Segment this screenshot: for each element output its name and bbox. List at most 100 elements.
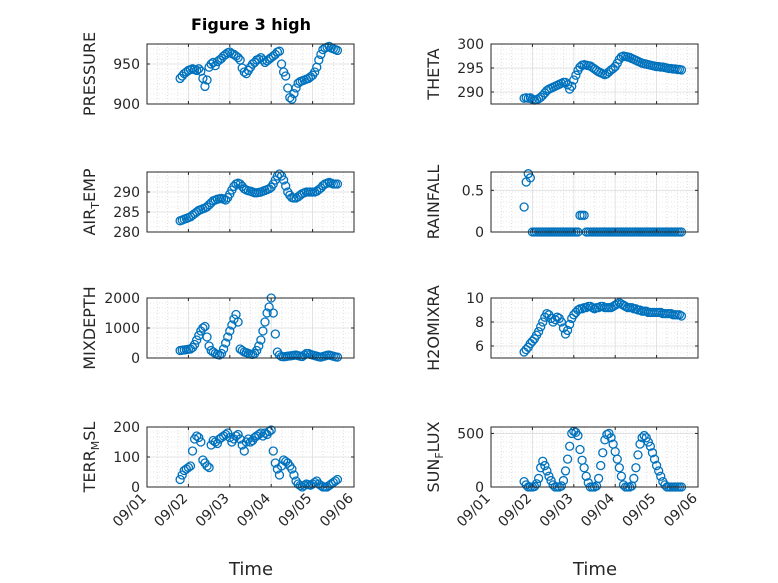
data-point [187,446,198,456]
data-point [612,299,622,309]
y-tick-label: 2000 [104,291,140,307]
data-point [596,460,606,471]
data-point [637,433,647,443]
y-axis-label: AIRTEMP [80,168,102,235]
data-point [223,332,233,342]
data-point [183,462,194,473]
y-tick-label: 950 [113,57,140,73]
data-point [287,464,297,474]
axes-box [490,426,699,488]
data-point [639,430,649,441]
data-point [538,317,548,327]
data-point [606,433,616,443]
data-point [196,437,206,447]
y-axis-label: THETA [424,48,443,100]
data-point [562,325,573,336]
data-point [274,470,285,480]
data-point [192,335,202,345]
data-point [550,314,560,325]
data-series [175,41,343,104]
data-point [577,304,587,314]
data-point [649,454,660,464]
data-point [604,428,614,439]
data-point [310,67,320,77]
y-tick-label: 290 [113,185,140,201]
data-point [330,476,341,486]
data-series [175,425,343,492]
data-point [194,432,204,443]
data-point [233,52,243,63]
data-point [266,425,276,435]
data-point [581,471,591,481]
y-tick-label: 0 [131,351,140,367]
data-point [268,308,278,318]
data-series [519,298,687,357]
y-tick-label: 300 [457,37,484,53]
data-point [525,173,535,183]
y-tick-label: 900 [113,97,140,113]
data-point [268,446,278,456]
subplot-1: 900 950 PRESSURE [80,32,355,116]
data-point [206,59,216,69]
y-tick-label: 8 [475,315,484,331]
data-point [291,83,301,93]
chart-title: Figure 3 high [191,15,311,34]
subplot-3: 280 285 290 AIRTEMP [80,168,355,241]
data-point [239,446,249,456]
data-series [519,51,687,105]
data-series [175,169,343,226]
y-tick-label: 0 [131,480,140,496]
data-point [565,441,575,451]
axes-box [146,43,355,105]
y-tick-label: 0 [475,480,484,496]
data-point [258,55,268,65]
data-point [651,460,662,471]
y-tick-label: 6 [475,339,484,355]
y-tick-label: 100 [113,450,140,466]
data-point [629,473,639,484]
y-tick-label: 280 [113,225,140,241]
data-point [314,55,324,65]
data-point [573,305,583,315]
data-point [289,470,299,480]
data-point [316,49,326,60]
y-axis-label: MIXDEPTH [80,286,99,369]
data-point [556,317,567,327]
data-point [575,444,585,455]
data-point [571,70,581,80]
y-axis-label: PRESSURE [80,32,99,116]
data-point [252,345,262,356]
data-point [258,326,268,336]
data-point [223,428,233,438]
data-point [204,462,214,473]
data-point [540,460,550,471]
data-point [194,64,204,74]
data-point [256,335,266,345]
data-point [529,481,540,492]
y-axis-label: H2OMIXRA [424,285,443,371]
subplot-2: 290 295 300 THETA [424,37,699,105]
y-tick-label: 285 [113,205,140,221]
y-tick-label: 290 [457,85,484,101]
y-axis-label: TERRMSL [80,422,102,494]
data-point [631,304,641,314]
data-point [620,301,631,312]
data-point [562,454,573,464]
y-tick-label: 200 [113,420,140,436]
data-point [546,475,556,486]
data-point [185,461,196,471]
axes-box [490,171,699,233]
data-point [565,84,575,94]
y-axis-label: SUNFLUX [424,421,446,492]
data-point [198,323,208,333]
data-point [233,429,243,440]
data-point [600,435,610,445]
data-point [239,67,249,77]
axes-box [490,297,699,359]
data-point [579,463,589,473]
data-point [641,433,651,443]
data-point [565,319,575,330]
data-point [556,481,567,491]
y-tick-label: 1000 [104,321,140,337]
